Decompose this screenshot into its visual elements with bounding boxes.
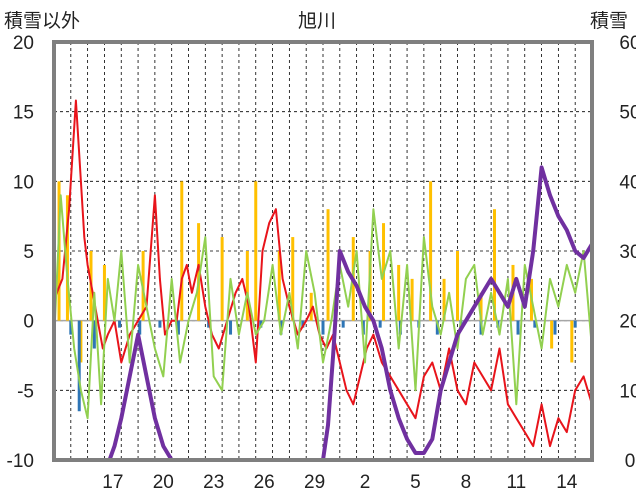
yellow-bar	[429, 181, 433, 321]
blue-bar	[553, 320, 557, 335]
yellow-bar	[410, 278, 414, 321]
left-tick-label: -5	[17, 381, 34, 402]
right-tick-label: 0	[625, 451, 636, 472]
yellow-bar	[479, 292, 483, 321]
yellow-bar	[79, 320, 83, 363]
yellow-bar	[550, 320, 554, 349]
blue-bar	[533, 320, 537, 328]
right-tick-label: 30	[619, 242, 636, 263]
x-tick-label: 11	[506, 472, 526, 493]
x-tick-label: 8	[461, 472, 472, 493]
left-tick-label: 20	[13, 33, 34, 54]
x-tick-label: 20	[153, 472, 174, 493]
blue-bar	[378, 320, 382, 328]
yellow-bar	[291, 237, 295, 321]
blue-bar	[138, 320, 142, 335]
blue-bar	[573, 320, 577, 328]
blue-bar	[77, 320, 81, 412]
blue-bar	[158, 320, 162, 328]
yellow-bar	[102, 264, 106, 321]
chart-title: 旭川	[298, 11, 337, 32]
blue-bar	[301, 320, 305, 328]
left-tick-label: 10	[13, 172, 34, 193]
green-series-line	[53, 194, 593, 420]
yellow-bar	[197, 223, 201, 321]
yellow-bar	[180, 181, 184, 321]
x-tick-label: 2	[360, 472, 371, 493]
left-tick-label: 15	[13, 103, 34, 124]
right-axis-label: 積雪	[590, 11, 629, 32]
right-tick-label: 20	[619, 312, 636, 333]
x-tick-label: 29	[304, 472, 325, 493]
left-tick-label: 5	[23, 242, 34, 263]
right-tick-label: 40	[619, 172, 636, 193]
x-tick-label: 23	[203, 472, 224, 493]
purple-series-line	[54, 165, 594, 462]
yellow-bar	[65, 195, 69, 321]
right-tick-label: 60	[619, 33, 636, 54]
yellow-bar	[220, 237, 224, 321]
x-tick-label: 26	[254, 472, 275, 493]
plot-frame	[52, 40, 594, 462]
left-axis-label: 積雪以外	[4, 11, 81, 32]
yellow-bar	[277, 251, 281, 321]
blue-bar	[229, 320, 233, 335]
blue-bar	[92, 320, 96, 349]
blue-bar	[176, 320, 180, 335]
right-tick-label: 50	[619, 103, 636, 124]
blue-bar	[341, 320, 345, 328]
left-tick-label: 0	[23, 312, 34, 333]
blue-bar	[259, 320, 263, 328]
x-tick-label: 17	[102, 472, 123, 493]
yellow-bar	[492, 209, 496, 321]
blue-bar	[118, 320, 122, 328]
blue-bar	[435, 320, 439, 335]
right-tick-label: 10	[619, 381, 636, 402]
yellow-bar	[245, 251, 249, 321]
yellow-bar	[254, 181, 258, 321]
yellow-bar	[570, 320, 574, 363]
x-tick-label: 14	[556, 472, 578, 493]
yellow-bar	[326, 209, 330, 321]
left-tick-label: -10	[7, 451, 34, 472]
yellow-bar	[442, 278, 446, 321]
blue-bar	[69, 320, 73, 335]
blue-bar	[516, 320, 520, 335]
x-tick-label: 5	[410, 472, 421, 493]
blue-bar	[321, 320, 325, 335]
yellow-bar	[397, 264, 401, 321]
yellow-bar	[456, 251, 459, 321]
yellow-bar	[309, 292, 313, 321]
